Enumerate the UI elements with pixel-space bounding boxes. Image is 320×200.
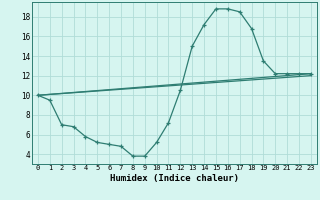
- X-axis label: Humidex (Indice chaleur): Humidex (Indice chaleur): [110, 174, 239, 183]
